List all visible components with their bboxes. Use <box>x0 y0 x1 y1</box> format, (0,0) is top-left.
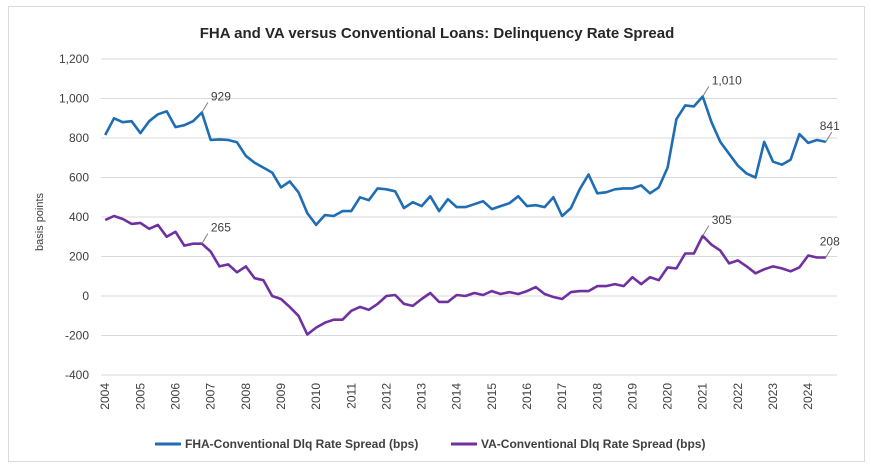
x-tick-label: 2005 <box>133 383 147 410</box>
annotation-leader <box>201 102 209 113</box>
chart-frame: FHA and VA versus Conventional Loans: De… <box>8 6 865 462</box>
data-label: 929 <box>211 90 231 104</box>
data-label: 1,010 <box>712 74 742 88</box>
x-tick-label: 2022 <box>731 383 745 410</box>
chart-title: FHA and VA versus Conventional Loans: De… <box>200 25 675 42</box>
x-tick-label: 2020 <box>661 383 675 410</box>
x-tick-label: 2013 <box>415 383 429 410</box>
legend-label: VA-Conventional Dlq Rate Spread (bps) <box>481 437 705 451</box>
y-tick-label: 0 <box>82 289 89 303</box>
x-tick-label: 2008 <box>239 383 253 410</box>
data-label: 305 <box>712 213 732 227</box>
x-tick-label: 2006 <box>169 383 183 410</box>
x-tick-label: 2012 <box>379 383 393 410</box>
annotation-leader <box>702 86 710 97</box>
x-tick-label: 2018 <box>590 383 604 410</box>
series-lines <box>104 95 827 336</box>
x-tick-label: 2017 <box>555 383 569 410</box>
gridlines <box>101 58 837 376</box>
x-tick-label: 2010 <box>309 383 323 410</box>
annotation-leader <box>825 247 833 258</box>
annotation-leader <box>825 131 833 143</box>
chart: FHA and VA versus Conventional Loans: De… <box>34 25 840 451</box>
y-tick-label: 400 <box>69 210 89 224</box>
x-tick-label: 2007 <box>204 383 218 410</box>
series-line-fha <box>104 95 827 227</box>
x-tick-label: 2024 <box>801 383 815 410</box>
x-tick-label: 2014 <box>450 383 464 410</box>
x-tick-label: 2009 <box>274 383 288 410</box>
y-tick-label: 1,000 <box>59 92 89 106</box>
x-tick-label: 2004 <box>98 383 112 410</box>
legend-label: FHA-Conventional Dlq Rate Spread (bps) <box>185 437 418 451</box>
x-tick-label: 2016 <box>520 383 534 410</box>
series-line-va <box>104 214 826 336</box>
data-label: 265 <box>211 221 231 235</box>
x-tick-label: 2015 <box>485 383 499 410</box>
y-tick-label: -200 <box>65 329 89 343</box>
x-tick-label: 2019 <box>625 383 639 410</box>
data-label: 841 <box>820 119 840 133</box>
x-tick-label: 2023 <box>766 383 780 410</box>
y-axis-label: basis points <box>34 192 46 251</box>
annotation-leader <box>201 233 209 244</box>
x-axis-ticks: 2004 2005 2006 2007 2008 2009 2010 2011 2012 2013… <box>98 383 815 410</box>
y-tick-label: 600 <box>69 171 89 185</box>
y-tick-label: 200 <box>69 250 89 264</box>
x-tick-label: 2011 <box>344 383 358 409</box>
data-label: 208 <box>820 234 840 248</box>
legend: FHA-Conventional Dlq Rate Spread (bps) VA… <box>155 437 705 451</box>
data-annotations: 929 1,010 841 265 305 208 <box>201 74 840 258</box>
x-tick-label: 2021 <box>696 383 710 410</box>
y-tick-label: -400 <box>65 368 89 382</box>
annotation-leader <box>702 225 710 237</box>
y-tick-label: 800 <box>69 131 89 145</box>
y-axis-ticks: 1,200 1,000 800 600 400 200 0 -200 -400 <box>59 52 89 382</box>
y-tick-label: 1,200 <box>59 52 89 66</box>
